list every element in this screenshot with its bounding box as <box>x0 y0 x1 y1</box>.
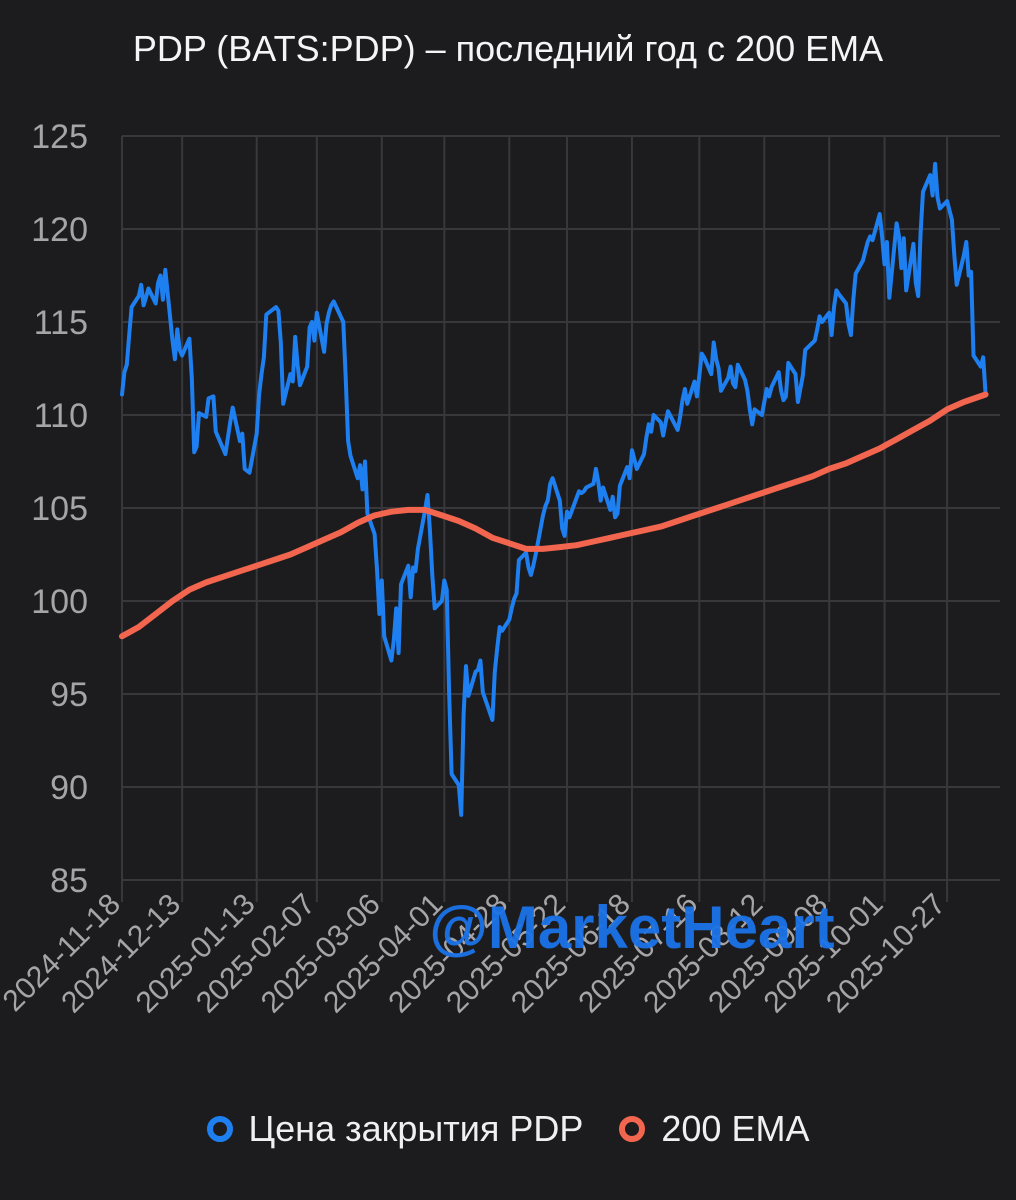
ytick-label-100: 100 <box>31 583 88 621</box>
ytick-label-125: 125 <box>31 118 88 156</box>
ytick-label-115: 115 <box>34 304 88 342</box>
legend-marker-price <box>206 1116 233 1142</box>
ytick-label-110: 110 <box>34 397 88 435</box>
ytick-label-105: 105 <box>31 490 88 528</box>
y-axis: 85 90 95 100 105 110 115 120 125 <box>31 118 88 900</box>
grid <box>121 135 1000 902</box>
legend: Цена закрытия PDP 200 EMA <box>0 1108 1016 1150</box>
ytick-label-95: 95 <box>50 676 88 714</box>
ytick-label-85: 85 <box>50 862 88 900</box>
legend-label-price: Цена закрытия PDP <box>248 1108 584 1149</box>
legend-item-price[interactable]: Цена закрытия PDP <box>206 1108 584 1150</box>
legend-item-ema[interactable]: 200 EMA <box>619 1108 809 1150</box>
series-line-ema <box>119 391 989 640</box>
ytick-label-120: 120 <box>31 211 88 249</box>
chart-title: PDP (BATS:PDP) – последний год с 200 EMA <box>132 28 884 69</box>
series-line-price <box>120 161 988 817</box>
legend-marker-ema <box>619 1116 646 1142</box>
ytick-label-90: 90 <box>50 769 88 807</box>
watermark: @MarketHeart <box>429 894 834 961</box>
series <box>119 161 989 817</box>
legend-label-ema: 200 EMA <box>661 1108 810 1149</box>
